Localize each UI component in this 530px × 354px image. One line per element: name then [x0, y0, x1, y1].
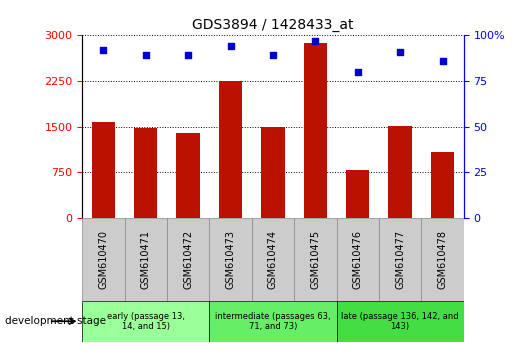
Bar — [252, 218, 294, 301]
Bar — [134, 129, 157, 218]
Text: GSM610478: GSM610478 — [438, 230, 447, 289]
Text: early (passage 13,
14, and 15): early (passage 13, 14, and 15) — [107, 312, 185, 331]
Text: development stage: development stage — [5, 316, 107, 326]
Bar — [82, 301, 209, 342]
Bar — [82, 218, 125, 301]
Point — [184, 53, 192, 58]
Point — [438, 58, 447, 64]
Text: late (passage 136, 142, and
143): late (passage 136, 142, and 143) — [341, 312, 459, 331]
Bar — [421, 218, 464, 301]
Bar — [337, 301, 464, 342]
Bar — [92, 122, 115, 218]
Point — [142, 53, 150, 58]
Text: GSM610472: GSM610472 — [183, 230, 193, 289]
Point — [226, 44, 235, 49]
Point — [269, 53, 277, 58]
Text: GSM610477: GSM610477 — [395, 230, 405, 289]
Text: GSM610471: GSM610471 — [141, 230, 151, 289]
Bar — [176, 133, 200, 218]
Title: GDS3894 / 1428433_at: GDS3894 / 1428433_at — [192, 18, 354, 32]
Bar — [209, 301, 337, 342]
Bar — [125, 218, 167, 301]
Text: GSM610475: GSM610475 — [311, 230, 320, 289]
Text: GSM610470: GSM610470 — [99, 230, 108, 289]
Bar — [219, 81, 242, 218]
Bar — [379, 218, 421, 301]
Text: GSM610476: GSM610476 — [353, 230, 363, 289]
Bar — [346, 170, 369, 218]
Bar — [209, 218, 252, 301]
Point — [311, 38, 320, 44]
Text: GSM610473: GSM610473 — [226, 230, 235, 289]
Bar — [304, 43, 327, 218]
Bar — [261, 127, 285, 218]
Bar — [388, 126, 412, 218]
Bar — [431, 152, 454, 218]
Bar — [294, 218, 337, 301]
Bar — [167, 218, 209, 301]
Point — [99, 47, 108, 53]
Bar — [337, 218, 379, 301]
Point — [354, 69, 362, 75]
Text: GSM610474: GSM610474 — [268, 230, 278, 289]
Point — [396, 49, 404, 55]
Text: intermediate (passages 63,
71, and 73): intermediate (passages 63, 71, and 73) — [215, 312, 331, 331]
